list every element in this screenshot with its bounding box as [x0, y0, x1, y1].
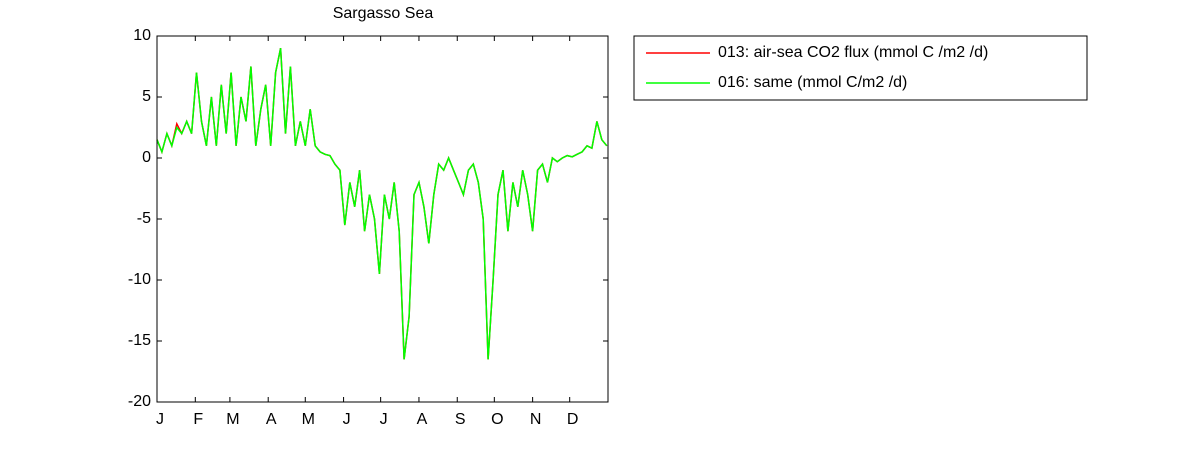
- x-tick-label: J: [343, 411, 351, 428]
- legend-label: 016: same (mmol C/m2 /d): [718, 74, 907, 91]
- x-tick-label: D: [567, 411, 579, 428]
- y-tick-label: -15: [128, 332, 151, 349]
- x-tick-label: M: [302, 411, 315, 428]
- plot-frame: [156, 35, 609, 403]
- x-tick-label: M: [226, 411, 239, 428]
- x-tick-label: J: [156, 411, 164, 428]
- x-tick-label: A: [417, 411, 428, 428]
- legend-label: 013: air-sea CO2 flux (mmol C /m2 /d): [718, 44, 988, 61]
- y-tick-label: -10: [128, 271, 151, 288]
- legend-box: [633, 35, 1088, 101]
- x-tick-label: A: [266, 411, 277, 428]
- y-tick-label: -20: [128, 393, 151, 410]
- x-tick-label: O: [491, 411, 503, 428]
- x-tick-label: F: [193, 411, 203, 428]
- data-line: [156, 48, 608, 360]
- chart-title: Sargasso Sea: [333, 5, 434, 22]
- y-tick-label: -5: [137, 210, 151, 227]
- y-tick-label: 0: [142, 149, 151, 166]
- y-tick-label: 10: [133, 27, 151, 44]
- x-tick-label: N: [530, 411, 542, 428]
- y-tick-label: 5: [142, 88, 151, 105]
- x-tick-label: J: [380, 411, 388, 428]
- x-tick-label: S: [455, 411, 466, 428]
